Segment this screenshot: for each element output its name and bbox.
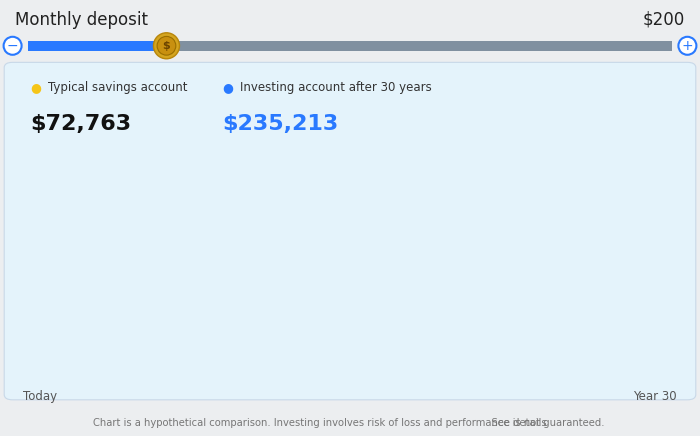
Text: $200: $200 — [643, 10, 685, 29]
Bar — [550, 302, 564, 349]
Bar — [529, 350, 543, 379]
Text: Investing account after 30 years: Investing account after 30 years — [240, 81, 432, 94]
Bar — [405, 358, 419, 379]
Bar — [177, 371, 192, 379]
Bar — [426, 334, 440, 357]
Text: Year 30: Year 30 — [634, 390, 677, 403]
Bar — [302, 364, 316, 379]
Bar — [260, 366, 274, 379]
Bar — [508, 351, 523, 379]
Bar — [136, 372, 150, 374]
Bar — [363, 360, 378, 379]
Bar — [591, 288, 606, 346]
Bar — [198, 367, 212, 370]
Bar — [508, 314, 523, 351]
Bar — [632, 344, 647, 379]
Text: Typical savings account: Typical savings account — [48, 81, 187, 94]
Bar — [322, 363, 337, 379]
Bar — [653, 263, 668, 342]
Bar — [177, 369, 192, 371]
Text: $235,213: $235,213 — [223, 114, 339, 134]
Bar — [550, 349, 564, 379]
Bar — [363, 346, 378, 360]
Bar — [426, 357, 440, 379]
Bar — [612, 280, 626, 345]
Bar — [239, 363, 254, 368]
Bar — [405, 338, 419, 358]
Bar — [218, 369, 233, 379]
Bar — [632, 272, 647, 344]
Text: $: $ — [162, 41, 170, 51]
Bar — [653, 342, 668, 379]
Bar — [281, 365, 295, 379]
Text: Monthly deposit: Monthly deposit — [15, 10, 148, 29]
Bar — [343, 349, 357, 361]
Bar — [157, 371, 171, 372]
Bar — [74, 377, 88, 379]
Bar — [281, 358, 295, 365]
Bar — [198, 370, 212, 379]
Bar — [570, 295, 584, 347]
Bar — [260, 361, 274, 366]
Text: $72,763: $72,763 — [30, 114, 131, 134]
Text: See details: See details — [154, 418, 546, 428]
Bar — [384, 342, 398, 359]
Text: ●: ● — [223, 81, 234, 94]
Text: ●: ● — [30, 81, 41, 94]
Bar — [116, 374, 130, 375]
Bar — [446, 355, 461, 379]
Bar — [116, 375, 130, 379]
Bar — [157, 372, 171, 379]
Bar — [467, 325, 482, 354]
Bar — [591, 346, 606, 379]
Bar — [136, 374, 150, 379]
Text: −: − — [7, 39, 18, 53]
Text: Today: Today — [23, 390, 57, 403]
Bar — [218, 365, 233, 369]
Bar — [529, 308, 543, 350]
Bar — [302, 355, 316, 364]
Text: +: + — [682, 39, 693, 53]
Bar — [488, 320, 502, 353]
Text: Chart is a hypothetical comparison. Investing involves risk of loss and performa: Chart is a hypothetical comparison. Inve… — [92, 418, 608, 428]
Bar — [612, 345, 626, 379]
Bar — [94, 376, 109, 379]
Bar — [53, 378, 68, 379]
Bar — [384, 359, 398, 379]
Bar — [343, 361, 357, 379]
Bar — [322, 352, 337, 363]
Bar — [239, 368, 254, 379]
Bar — [570, 347, 584, 379]
Bar — [446, 330, 461, 355]
Bar — [467, 354, 482, 379]
Bar — [488, 353, 502, 379]
